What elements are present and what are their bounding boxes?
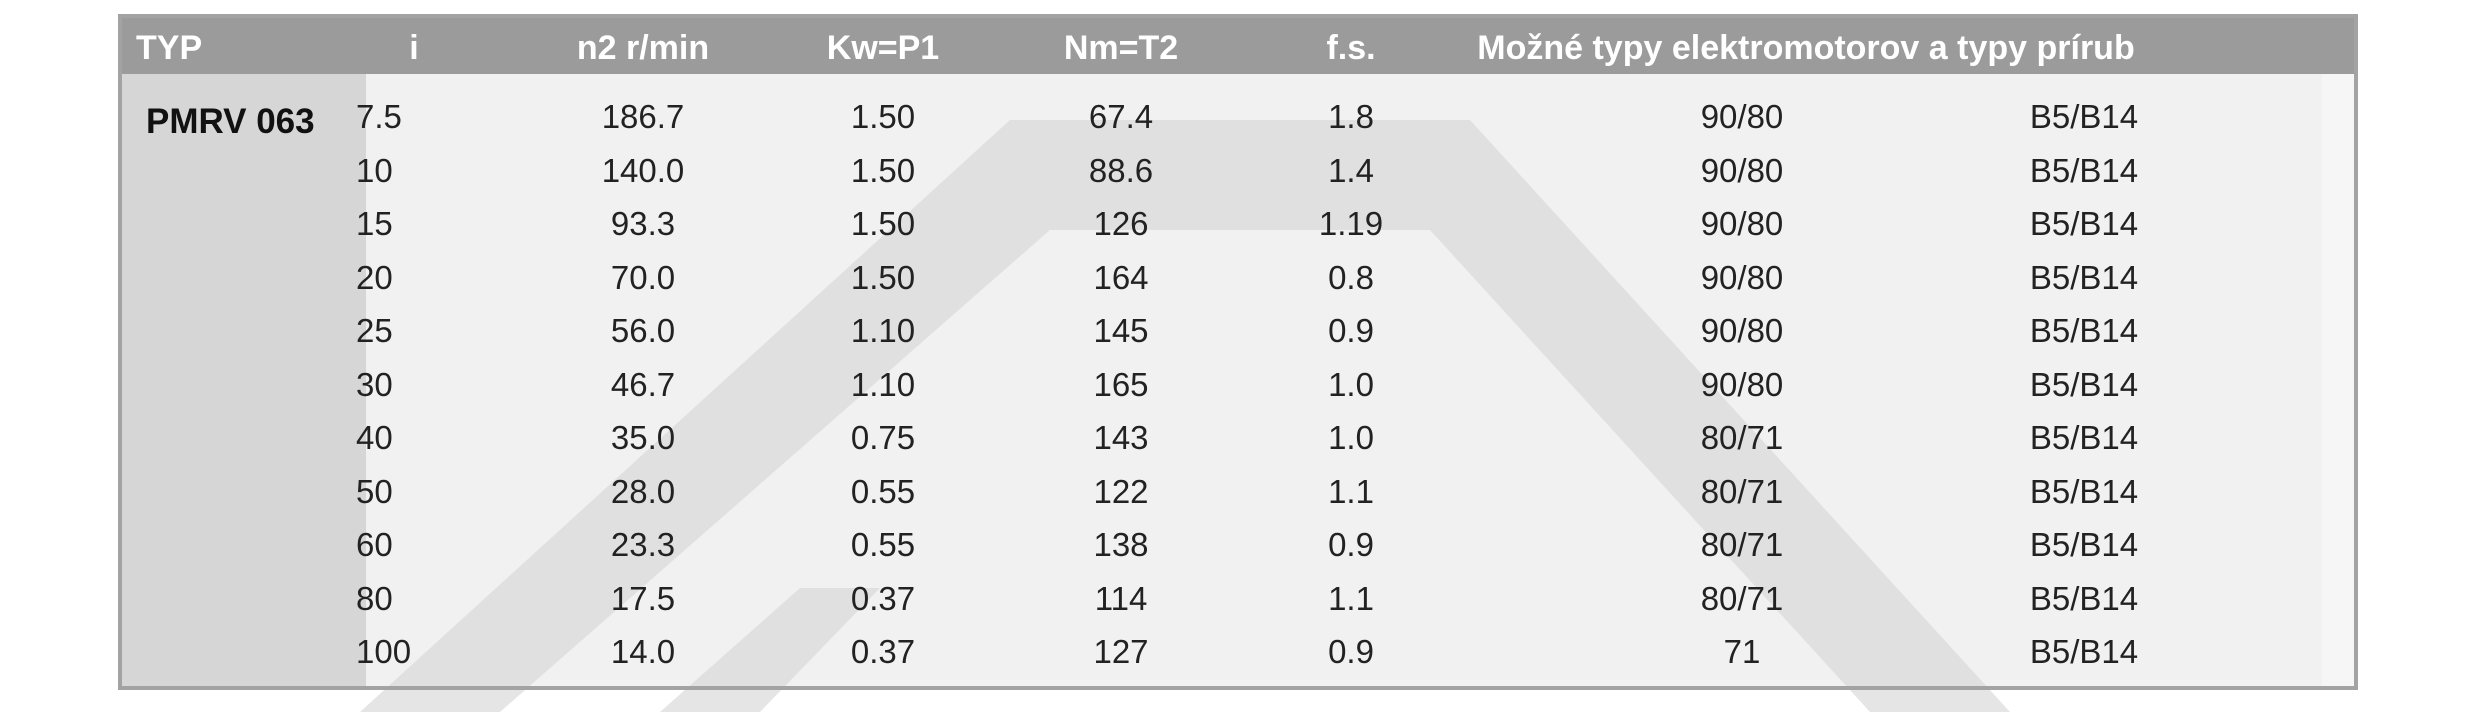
cell-torque: 145: [1093, 312, 1149, 349]
cell-ratio: 50: [356, 472, 393, 510]
cell-service-factor: 1.0: [1328, 365, 1374, 403]
gearbox-spec-table: TYP i n2 r/min Kw=P1 Nm=T2 f.s. Možné ty…: [118, 14, 2358, 690]
cell-service-factor: 0.8: [1328, 258, 1374, 296]
cell-output-speed: 35.0: [610, 419, 676, 456]
cell-ratio: 15: [356, 205, 393, 242]
cell-motor-type: 90/80: [1700, 205, 1784, 242]
cell-motor-type: 90/80: [1700, 365, 1784, 403]
header-service-factor: f.s.: [1326, 29, 1376, 67]
cell-motor-type: 80/71: [1700, 526, 1784, 563]
type-name: PMRV 063: [146, 102, 315, 141]
cell-ratio: 100: [356, 633, 412, 670]
cell-power: 0.37: [850, 579, 916, 617]
cell-motor-type: 90/80: [1700, 98, 1784, 135]
cell-service-factor: 1.0: [1328, 419, 1374, 456]
cell-torque: 143: [1093, 419, 1149, 456]
cell-service-factor: 1.19: [1318, 205, 1384, 242]
cell-torque: 138: [1093, 526, 1149, 563]
cell-power: 1.50: [850, 258, 916, 296]
cell-flange-type: B5/B14: [2029, 419, 2139, 456]
cell-flange-type: B5/B14: [2029, 312, 2139, 349]
cell-service-factor: 0.9: [1328, 312, 1374, 349]
cell-ratio: 20: [356, 258, 393, 296]
table-row: 10 140.0 1.50 88.6 1.4 90/80 B5/B14: [122, 144, 2354, 197]
cell-motor-type: 90/80: [1700, 151, 1784, 189]
cell-power: 1.10: [850, 312, 916, 349]
cell-flange-type: B5/B14: [2029, 579, 2139, 617]
cell-output-speed: 28.0: [610, 472, 676, 510]
table-row: 40 35.0 0.75 143 1.0 80/71 B5/B14: [122, 411, 2354, 464]
header-motor-flange-types: Možné typy elektromotorov a typy prírub: [1477, 29, 2135, 67]
table-row: 7.5 186.7 1.50 67.4 1.8 90/80 B5/B14: [122, 90, 2354, 143]
table-row: 15 93.3 1.50 126 1.19 90/80 B5/B14: [122, 197, 2354, 250]
cell-ratio: 80: [356, 579, 393, 617]
table-row: 60 23.3 0.55 138 0.9 80/71 B5/B14: [122, 518, 2354, 571]
header-ratio: i: [409, 29, 419, 67]
table-row: 20 70.0 1.50 164 0.8 90/80 B5/B14: [122, 251, 2354, 304]
header-torque: Nm=T2: [1063, 29, 1179, 67]
cell-output-speed: 70.0: [610, 258, 676, 296]
header-output-speed: n2 r/min: [576, 29, 710, 67]
cell-ratio: 30: [356, 365, 393, 403]
cell-ratio: 60: [356, 526, 393, 563]
cell-power: 0.55: [850, 472, 916, 510]
cell-ratio: 7.5: [356, 98, 402, 135]
cell-flange-type: B5/B14: [2029, 205, 2139, 242]
table-row: 30 46.7 1.10 165 1.0 90/80 B5/B14: [122, 358, 2354, 411]
cell-flange-type: B5/B14: [2029, 258, 2139, 296]
cell-torque: 126: [1093, 205, 1149, 242]
cell-output-speed: 46.7: [610, 365, 676, 403]
cell-service-factor: 0.9: [1328, 633, 1374, 670]
table-row: 100 14.0 0.37 127 0.9 71 B5/B14: [122, 625, 2354, 678]
cell-torque: 164: [1093, 258, 1149, 296]
cell-power: 0.75: [850, 419, 916, 456]
cell-output-speed: 186.7: [601, 98, 685, 135]
cell-flange-type: B5/B14: [2029, 472, 2139, 510]
cell-output-speed: 17.5: [610, 579, 676, 617]
table-header: TYP i n2 r/min Kw=P1 Nm=T2 f.s. Možné ty…: [122, 18, 2354, 74]
cell-output-speed: 93.3: [610, 205, 676, 242]
cell-flange-type: B5/B14: [2029, 526, 2139, 563]
cell-output-speed: 23.3: [610, 526, 676, 563]
table-row: 25 56.0 1.10 145 0.9 90/80 B5/B14: [122, 304, 2354, 357]
cell-torque: 114: [1094, 579, 1148, 617]
cell-service-factor: 1.1: [1328, 579, 1374, 617]
cell-power: 0.37: [850, 633, 916, 670]
cell-motor-type: 90/80: [1700, 312, 1784, 349]
cell-output-speed: 56.0: [610, 312, 676, 349]
cell-service-factor: 1.4: [1328, 151, 1374, 189]
cell-torque: 127: [1093, 633, 1149, 670]
cell-power: 1.50: [850, 98, 916, 135]
cell-service-factor: 1.8: [1328, 98, 1374, 135]
cell-power: 1.50: [850, 205, 916, 242]
cell-ratio: 10: [356, 151, 393, 189]
cell-torque: 122: [1093, 472, 1149, 510]
cell-output-speed: 140.0: [601, 151, 685, 189]
cell-flange-type: B5/B14: [2029, 151, 2139, 189]
cell-flange-type: B5/B14: [2029, 633, 2139, 670]
cell-service-factor: 0.9: [1328, 526, 1374, 563]
cell-torque: 165: [1093, 365, 1149, 403]
cell-flange-type: B5/B14: [2029, 365, 2139, 403]
header-typ: TYP: [136, 29, 203, 67]
cell-motor-type: 90/80: [1700, 258, 1784, 296]
cell-motor-type: 71: [1723, 633, 1761, 670]
cell-power: 1.10: [850, 365, 916, 403]
cell-service-factor: 1.1: [1328, 472, 1374, 510]
cell-torque: 88.6: [1088, 151, 1154, 189]
cell-output-speed: 14.0: [610, 633, 676, 670]
cell-power: 0.55: [850, 526, 916, 563]
table-row: 50 28.0 0.55 122 1.1 80/71 B5/B14: [122, 465, 2354, 518]
cell-motor-type: 80/71: [1700, 419, 1784, 456]
cell-motor-type: 80/71: [1700, 472, 1784, 510]
cell-ratio: 25: [356, 312, 393, 349]
cell-flange-type: B5/B14: [2029, 98, 2139, 135]
table-row: 80 17.5 0.37 114 1.1 80/71 B5/B14: [122, 572, 2354, 625]
cell-power: 1.50: [850, 151, 916, 189]
cell-motor-type: 80/71: [1700, 579, 1784, 617]
cell-torque: 67.4: [1088, 98, 1154, 135]
header-power: Kw=P1: [826, 29, 940, 67]
cell-ratio: 40: [356, 419, 393, 456]
